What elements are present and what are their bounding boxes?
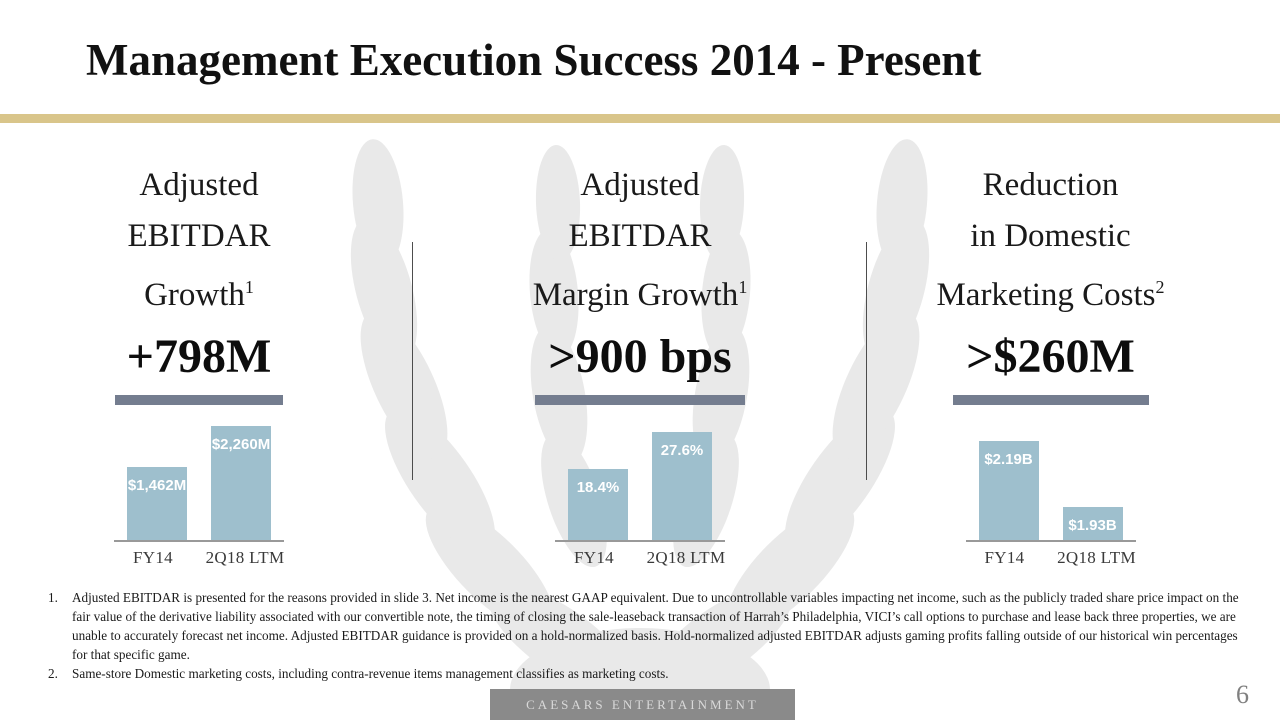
footnotes-block: 1. Adjusted EBITDAR is presented for the… bbox=[48, 588, 1240, 683]
gold-divider-rule bbox=[0, 114, 1280, 123]
bar-value-label: 27.6% bbox=[660, 442, 704, 459]
footnote-2: 2. Same-store Domestic marketing costs, … bbox=[48, 664, 1240, 683]
metric-headline: >900 bps bbox=[548, 330, 732, 383]
bar-chart-ebitdar-growth: $1,462M $2,260M bbox=[56, 405, 342, 540]
bar-value-label: $1,462M bbox=[127, 477, 187, 494]
column-heading-line: Reduction bbox=[982, 167, 1119, 203]
headline-underline bbox=[952, 395, 1149, 405]
footnote-reference: 1 bbox=[738, 277, 748, 297]
footnote-number: 1. bbox=[48, 590, 58, 605]
x-axis-line bbox=[555, 540, 725, 542]
bar-chart-marketing-costs: $2.19B $1.93B bbox=[878, 405, 1223, 540]
category-label: FY14 bbox=[984, 548, 1025, 567]
footnote-1: 1. Adjusted EBITDAR is presented for the… bbox=[48, 588, 1240, 664]
category-label: FY14 bbox=[133, 548, 173, 567]
column-heading-line: Margin Growth1 bbox=[532, 277, 748, 313]
column-heading-line: Adjusted bbox=[139, 167, 259, 203]
category-label: 2Q18 LTM bbox=[646, 548, 726, 567]
headline-underline bbox=[115, 395, 283, 405]
footer-brand-bar: CAESARS ENTERTAINMENT bbox=[490, 689, 795, 720]
footnote-reference: 2 bbox=[1155, 277, 1165, 297]
column-heading-line: Adjusted bbox=[580, 167, 700, 203]
vertical-divider-right bbox=[866, 242, 867, 480]
bar-value-label: 18.4% bbox=[576, 479, 620, 496]
column-heading-line: EBITDAR bbox=[127, 218, 271, 254]
column-heading-line: in Domestic bbox=[970, 218, 1131, 254]
column-heading-line: EBITDAR bbox=[568, 218, 712, 254]
x-axis-labels: FY14 2Q18 LTM bbox=[878, 548, 1223, 568]
bar-value-label: $2,260M bbox=[211, 436, 271, 453]
metric-column-margin-growth: Adjusted EBITDAR Margin Growth1 >900 bps… bbox=[470, 160, 810, 568]
page-number: 6 bbox=[1236, 680, 1249, 709]
bar-fy14: 18.4% bbox=[568, 469, 628, 540]
category-label: 2Q18 LTM bbox=[1057, 548, 1136, 567]
footnote-text: Adjusted EBITDAR is presented for the re… bbox=[72, 590, 1239, 662]
bar-2q18-ltm: 27.6% bbox=[652, 432, 712, 540]
category-label: FY14 bbox=[574, 548, 614, 567]
x-axis-labels: FY14 2Q18 LTM bbox=[56, 548, 342, 568]
column-heading-line: Growth1 bbox=[144, 277, 254, 313]
slide-title: Management Execution Success 2014 - Pres… bbox=[86, 35, 982, 85]
bar-value-label: $2.19B bbox=[984, 451, 1033, 468]
metric-column-marketing-costs: Reduction in Domestic Marketing Costs2 >… bbox=[878, 160, 1223, 568]
metric-headline: >$260M bbox=[966, 330, 1135, 383]
bar-chart-margin-growth: 18.4% 27.6% bbox=[470, 405, 810, 540]
metric-headline: +798M bbox=[126, 330, 272, 383]
x-axis-line bbox=[114, 540, 284, 542]
vertical-divider-left bbox=[412, 242, 413, 480]
column-heading-line: Marketing Costs2 bbox=[936, 277, 1165, 313]
bar-value-label: $1.93B bbox=[1068, 517, 1117, 534]
footnote-reference: 1 bbox=[244, 277, 254, 297]
category-label: 2Q18 LTM bbox=[205, 548, 285, 567]
footnote-text: Same-store Domestic marketing costs, inc… bbox=[72, 666, 669, 681]
metric-column-ebitdar-growth: Adjusted EBITDAR Growth1 +798M $1,462M $… bbox=[56, 160, 342, 568]
x-axis-line bbox=[965, 540, 1136, 542]
bar-2q18-ltm: $2,260M bbox=[211, 426, 271, 540]
x-axis-labels: FY14 2Q18 LTM bbox=[470, 548, 810, 568]
bar-2q18-ltm: $1.93B bbox=[1062, 507, 1123, 540]
headline-underline bbox=[535, 395, 745, 405]
footnote-number: 2. bbox=[48, 666, 58, 681]
bar-fy14: $1,462M bbox=[127, 467, 187, 540]
bar-fy14: $2.19B bbox=[978, 441, 1039, 540]
